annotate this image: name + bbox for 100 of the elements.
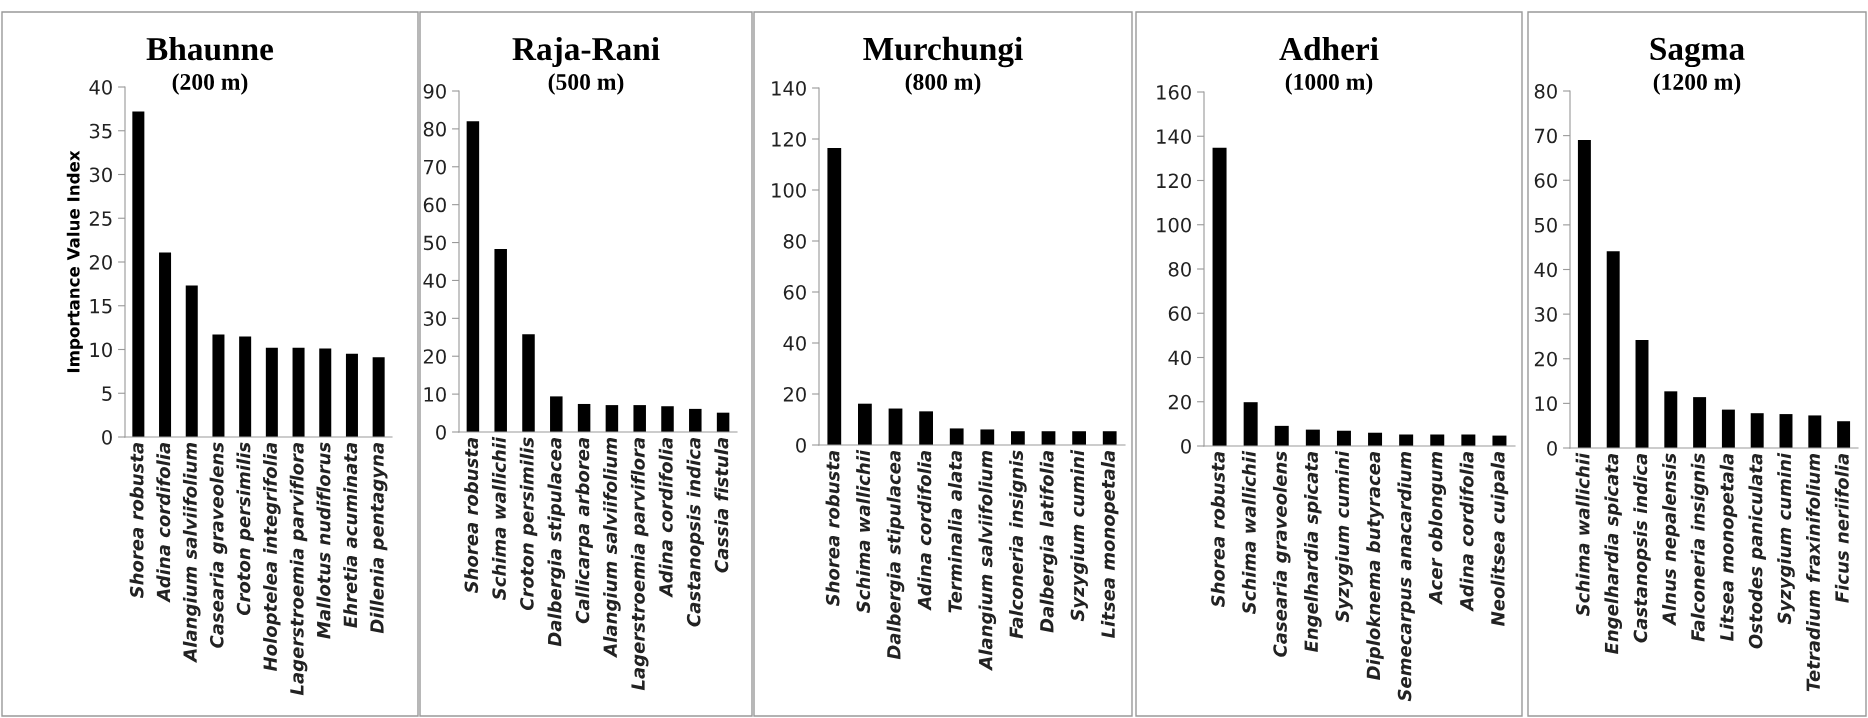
y-tick-label: 10 bbox=[1535, 396, 1557, 412]
chart-title: Raja-Rani bbox=[512, 36, 660, 68]
bar bbox=[550, 396, 563, 432]
y-tick-label: 40 bbox=[423, 273, 446, 289]
y-axis-title: Importance Value Index bbox=[66, 150, 83, 373]
x-tick-label: Ehretia acuminata bbox=[343, 443, 358, 628]
x-tick-label: Syzygium cumini bbox=[1070, 449, 1088, 622]
bar bbox=[577, 403, 591, 432]
bar bbox=[159, 252, 172, 437]
bar bbox=[858, 403, 872, 445]
x-tick-label: Syzygium cumini bbox=[1335, 450, 1353, 623]
y-tick-label: 40 bbox=[1534, 262, 1557, 278]
bar bbox=[1336, 430, 1351, 446]
chart-subtitle: (800 m) bbox=[905, 73, 981, 95]
x-tick-label: Cassia fistula bbox=[714, 438, 729, 573]
x-tick-label: Mallotus nudiflorus bbox=[316, 442, 331, 639]
y-tick-label: 90 bbox=[423, 83, 446, 99]
bar bbox=[919, 411, 933, 445]
chart-subtitle: (1200 m) bbox=[1653, 73, 1741, 95]
y-tick-label: 80 bbox=[1534, 83, 1557, 99]
x-tick-label: Dalbergia stipulacea bbox=[547, 438, 566, 647]
x-tick-label: Casearia graveolens bbox=[209, 442, 228, 648]
bar bbox=[1664, 391, 1678, 448]
bar bbox=[1577, 140, 1591, 448]
y-tick-label: 5 bbox=[102, 386, 112, 401]
y-tick-label: 120 bbox=[772, 131, 806, 147]
bar bbox=[1305, 429, 1320, 446]
y-tick-label: 30 bbox=[1534, 307, 1557, 322]
x-tick-label: Neolitsea cuipala bbox=[1490, 452, 1509, 626]
chart-subtitle: (200 m) bbox=[172, 73, 248, 95]
bar bbox=[949, 428, 964, 445]
bar bbox=[1606, 251, 1620, 448]
x-tick-label: Syzygium cumini bbox=[1777, 452, 1795, 625]
x-tick-label: Schima wallichii bbox=[1575, 452, 1590, 616]
x-tick-label: Litsea monopetala bbox=[1719, 454, 1738, 642]
x-tick-label: Alangium salviifolium bbox=[603, 437, 621, 658]
bar bbox=[466, 121, 480, 432]
y-tick-label: 80 bbox=[1168, 261, 1191, 277]
bar bbox=[605, 405, 619, 432]
bar bbox=[1212, 147, 1227, 446]
x-tick-label: Ficus neriifolia bbox=[1834, 454, 1849, 603]
bar bbox=[1274, 425, 1289, 446]
bar bbox=[292, 347, 305, 437]
bar bbox=[689, 408, 702, 432]
bar bbox=[522, 334, 535, 432]
chart-subtitle: (500 m) bbox=[548, 73, 624, 95]
x-tick-label: Croton persimilis bbox=[519, 437, 538, 611]
y-tick-label: 100 bbox=[1157, 217, 1191, 233]
y-tick-label: 25 bbox=[89, 211, 112, 226]
x-tick-label: Acer oblongum bbox=[1428, 451, 1447, 605]
y-tick-label: 0 bbox=[796, 437, 806, 453]
x-tick-label: Castanopsis indica bbox=[686, 438, 705, 627]
x-tick-label: Tetradium fraxinifolium bbox=[1806, 453, 1821, 692]
bar bbox=[185, 285, 198, 437]
bar bbox=[1102, 431, 1117, 445]
y-tick-label: 70 bbox=[1535, 128, 1557, 144]
x-tick-label: Engelhardia spicata bbox=[1304, 452, 1322, 653]
x-tick-label: Falconeria insignis bbox=[1690, 453, 1709, 642]
chart-subtitle: (1000 m) bbox=[1285, 73, 1373, 95]
x-tick-label: Schima wallichii bbox=[856, 449, 871, 613]
y-tick-label: 140 bbox=[1157, 129, 1191, 144]
x-tick-label: Schima wallichii bbox=[491, 436, 506, 600]
bar bbox=[1779, 414, 1793, 448]
chart-title: Bhaunne bbox=[146, 36, 274, 61]
y-tick-label: 40 bbox=[1168, 350, 1191, 366]
y-tick-label: 60 bbox=[1534, 173, 1557, 188]
chart-title: Sagma bbox=[1650, 37, 1745, 68]
y-tick-label: 60 bbox=[1168, 306, 1191, 321]
y-tick-label: 20 bbox=[1534, 351, 1557, 367]
y-tick-label: 50 bbox=[1534, 217, 1557, 233]
y-tick-label: 120 bbox=[1157, 173, 1191, 189]
x-tick-label: Dalbergia stipulacea bbox=[886, 451, 905, 660]
bar bbox=[1721, 409, 1735, 448]
bar bbox=[980, 429, 995, 445]
x-tick-label: Croton persimilis bbox=[236, 442, 254, 616]
x-tick-label: Lagerstroemia parviflora bbox=[289, 443, 308, 696]
bar bbox=[633, 405, 646, 432]
x-tick-label: Casearia graveolens bbox=[1272, 451, 1291, 657]
y-tick-label: 40 bbox=[89, 79, 112, 95]
bar bbox=[212, 334, 225, 437]
y-tick-label: 0 bbox=[436, 424, 446, 440]
x-tick-label: Litsea monopetala bbox=[1100, 451, 1119, 639]
y-tick-label: 20 bbox=[89, 254, 112, 270]
x-tick-label: Holoptelea integrifolia bbox=[263, 443, 281, 672]
x-tick-label: Castanopsis indica bbox=[1633, 454, 1651, 643]
bar bbox=[494, 249, 507, 432]
x-tick-label: Terminalia alata bbox=[947, 451, 962, 613]
x-tick-label: Alangium salviifolium bbox=[182, 442, 201, 663]
x-tick-label: Semecarpus anacardium bbox=[1397, 451, 1415, 702]
chart-title: Murchungi bbox=[863, 36, 1023, 68]
bar bbox=[888, 408, 903, 445]
bar bbox=[1430, 434, 1445, 446]
bar bbox=[372, 357, 385, 437]
y-tick-label: 0 bbox=[102, 429, 112, 445]
y-tick-label: 20 bbox=[1168, 394, 1191, 410]
bar bbox=[1808, 415, 1822, 448]
y-tick-label: 10 bbox=[424, 387, 446, 402]
x-tick-label: Dillenia pentagyna bbox=[369, 443, 388, 634]
x-tick-label: Shorea robusta bbox=[825, 451, 840, 607]
x-tick-label: Adina cordifolia bbox=[917, 451, 932, 611]
